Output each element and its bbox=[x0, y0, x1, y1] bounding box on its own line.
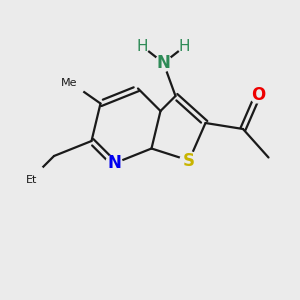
Text: N: N bbox=[157, 54, 170, 72]
Circle shape bbox=[155, 55, 172, 71]
Circle shape bbox=[136, 40, 149, 53]
Circle shape bbox=[180, 152, 198, 169]
Text: H: H bbox=[137, 39, 148, 54]
Circle shape bbox=[106, 155, 122, 172]
Text: O: O bbox=[251, 85, 265, 103]
Circle shape bbox=[16, 164, 46, 194]
Circle shape bbox=[250, 86, 266, 103]
Circle shape bbox=[56, 68, 86, 98]
Text: Me: Me bbox=[61, 77, 77, 88]
Text: Et: Et bbox=[26, 175, 37, 185]
Text: S: S bbox=[183, 152, 195, 169]
Text: H: H bbox=[179, 39, 190, 54]
Circle shape bbox=[178, 40, 191, 53]
Text: N: N bbox=[107, 154, 121, 172]
